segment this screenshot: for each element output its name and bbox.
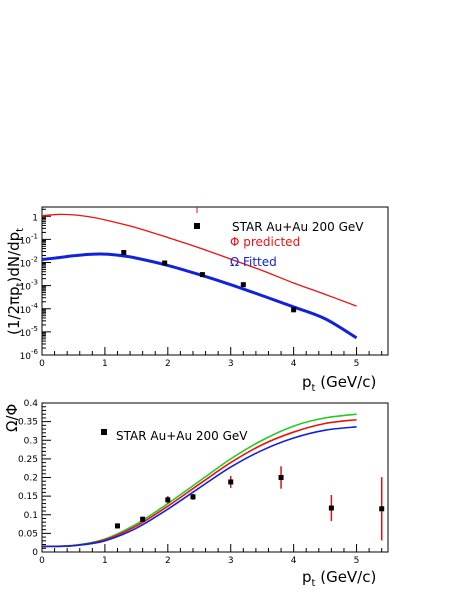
top-data-point bbox=[240, 282, 246, 288]
top-data-point bbox=[121, 250, 127, 256]
top-y-tick-label: 10-6 bbox=[20, 348, 39, 362]
top-plot-frame bbox=[41, 206, 389, 356]
top-x-tick-label: 3 bbox=[228, 359, 234, 369]
top-x-tick-label: 0 bbox=[39, 359, 45, 369]
bottom-y-tick-label: 0 bbox=[32, 548, 38, 558]
bottom-data-point bbox=[165, 497, 171, 503]
bottom-y-tick-label: 0.2 bbox=[24, 474, 38, 484]
top-y-tick-label: 10-1 bbox=[20, 232, 38, 246]
bottom-y-tick-label: 0.35 bbox=[18, 418, 38, 428]
bottom-x-tick-label: 2 bbox=[165, 556, 171, 566]
bottom-y-tick-label: 0.4 bbox=[24, 399, 39, 409]
top-data-point bbox=[199, 272, 205, 278]
top-x-tick-label: 2 bbox=[165, 359, 171, 369]
bottom-y-tick-label: 0.25 bbox=[18, 455, 38, 465]
top-y-tick-label: 1 bbox=[32, 213, 38, 223]
bottom-data-point bbox=[114, 523, 120, 529]
top-y-tick-label: 10-3 bbox=[20, 279, 38, 293]
bottom-x-tick-label: 5 bbox=[354, 556, 360, 566]
bottom-y-tick-label: 0.15 bbox=[18, 492, 38, 502]
top-y-axis-label: (1/2πpt)dN/dpt bbox=[5, 228, 26, 335]
top-x-tick-label: 4 bbox=[291, 359, 297, 369]
bottom-data-point bbox=[379, 506, 385, 512]
bottom-legend-data-label: STAR Au+Au 200 GeV bbox=[116, 429, 248, 443]
bottom-data-point bbox=[228, 479, 234, 485]
top-data-point bbox=[291, 307, 297, 313]
top-data-point bbox=[162, 260, 168, 266]
bottom-x-tick-label: 0 bbox=[39, 556, 45, 566]
top-x-tick-label: 1 bbox=[102, 359, 108, 369]
bottom-y-axis-label: Ω/Φ bbox=[3, 404, 21, 432]
bottom-y-tick-label: 0.05 bbox=[18, 529, 38, 539]
bottom-x-tick-label: 3 bbox=[228, 556, 234, 566]
bottom-y-tick-label: 0.1 bbox=[24, 511, 38, 521]
bottom-data-point bbox=[328, 505, 334, 511]
bottom-x-tick-label: 4 bbox=[291, 556, 297, 566]
top-y-tick-label: 10-5 bbox=[20, 325, 38, 339]
top-y-tick-label: 10-4 bbox=[20, 302, 39, 316]
top-curve-omega bbox=[41, 252, 358, 340]
top-y-tick-label: 10-2 bbox=[20, 256, 38, 270]
bottom-data-point bbox=[140, 516, 146, 522]
bottom-x-tick-label: 1 bbox=[102, 556, 108, 566]
top-legend-data-label: STAR Au+Au 200 GeV bbox=[232, 220, 364, 234]
top-legend-phi-label: Φ predicted bbox=[230, 235, 300, 249]
bottom-x-axis-label: pt (GeV/c) bbox=[302, 568, 376, 589]
bottom-y-tick-label: 0.3 bbox=[24, 436, 38, 446]
top-x-axis-label: pt (GeV/c) bbox=[302, 373, 376, 394]
top-legend-omega-label: Ω Fitted bbox=[230, 255, 277, 269]
bottom-legend-marker bbox=[101, 429, 107, 435]
bottom-data-point bbox=[278, 475, 284, 480]
top-legend-marker bbox=[194, 223, 200, 229]
bottom-data-point bbox=[190, 494, 196, 500]
top-x-tick-label: 5 bbox=[354, 359, 360, 369]
bottom-curve-blue bbox=[41, 426, 357, 548]
top-curve-phi bbox=[41, 213, 357, 307]
